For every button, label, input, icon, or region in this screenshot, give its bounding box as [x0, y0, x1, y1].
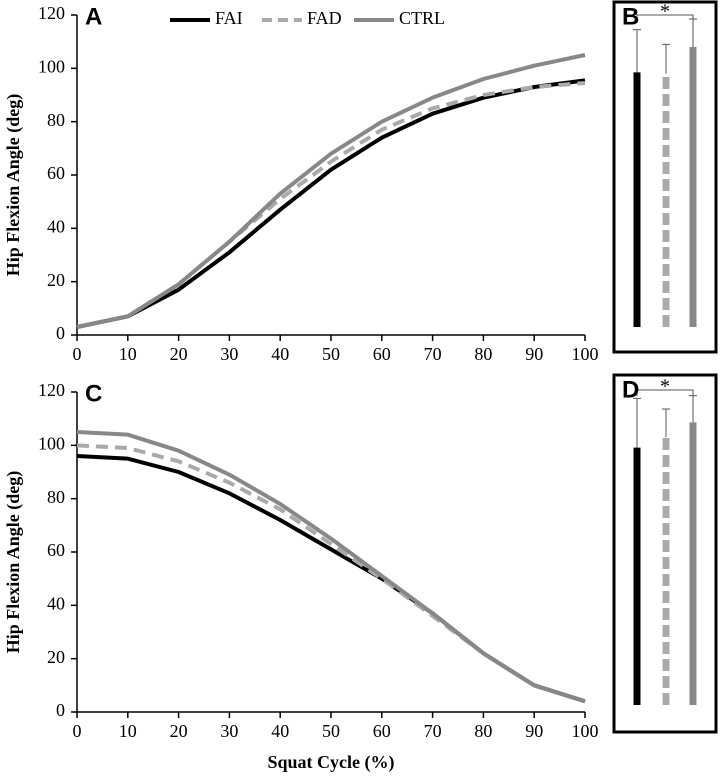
x-tick-label: 100 — [572, 721, 599, 741]
panel-label: D — [622, 376, 639, 403]
legend-label: FAD — [307, 8, 342, 28]
y-tick-label: 100 — [38, 433, 65, 453]
x-tick-label: 30 — [220, 344, 238, 364]
x-axis-label: Squat Cycle (%) — [268, 752, 395, 773]
series-line — [76, 443, 586, 704]
y-axis-label: Hip Flexion Angle (deg) — [3, 471, 24, 654]
x-tick-label: 40 — [271, 721, 289, 741]
significance-bracket — [636, 14, 694, 21]
y-tick-label: 80 — [47, 487, 65, 507]
legend-label: CTRL — [399, 8, 445, 28]
x-tick-label: 0 — [73, 721, 82, 741]
x-tick-label: 10 — [119, 344, 137, 364]
x-tick-label: 70 — [424, 344, 442, 364]
y-tick-label: 0 — [56, 323, 65, 343]
x-tick-label: 100 — [572, 344, 599, 364]
panel-label: A — [85, 3, 102, 30]
y-tick-label: 0 — [56, 700, 65, 720]
x-tick-label: 90 — [525, 721, 543, 741]
x-tick-label: 0 — [73, 344, 82, 364]
series-line — [76, 53, 586, 329]
y-tick-label: 20 — [47, 270, 65, 290]
x-tick-label: 80 — [474, 344, 492, 364]
significance-bracket — [636, 389, 694, 396]
legend-label: FAI — [215, 8, 243, 28]
y-tick-label: 40 — [47, 216, 65, 236]
significance-mark: * — [660, 376, 670, 398]
panel-label: B — [622, 3, 639, 30]
x-tick-label: 30 — [220, 721, 238, 741]
y-tick-label: 120 — [38, 380, 65, 400]
series-line — [76, 81, 586, 329]
x-tick-label: 60 — [373, 721, 391, 741]
x-tick-label: 80 — [474, 721, 492, 741]
y-tick-label: 100 — [38, 56, 65, 76]
panel-frame — [612, 0, 718, 354]
y-axis-label: Hip Flexion Angle (deg) — [3, 94, 24, 277]
panel-frame — [612, 373, 718, 734]
significance-mark: * — [660, 1, 670, 23]
x-tick-label: 60 — [373, 344, 391, 364]
x-tick-label: 20 — [170, 344, 188, 364]
y-tick-label: 60 — [47, 163, 65, 183]
x-tick-label: 10 — [119, 721, 137, 741]
y-tick-label: 120 — [38, 3, 65, 23]
x-tick-label: 40 — [271, 344, 289, 364]
x-tick-label: 50 — [322, 344, 340, 364]
panel-label: C — [85, 380, 102, 407]
y-tick-label: 20 — [47, 647, 65, 667]
x-tick-label: 20 — [170, 721, 188, 741]
x-tick-label: 50 — [322, 721, 340, 741]
y-tick-label: 80 — [47, 110, 65, 130]
series-line — [76, 78, 586, 329]
x-tick-label: 90 — [525, 344, 543, 364]
y-tick-label: 40 — [47, 593, 65, 613]
y-tick-label: 60 — [47, 540, 65, 560]
x-tick-label: 70 — [424, 721, 442, 741]
series-line — [76, 454, 586, 704]
series-line — [76, 430, 586, 704]
